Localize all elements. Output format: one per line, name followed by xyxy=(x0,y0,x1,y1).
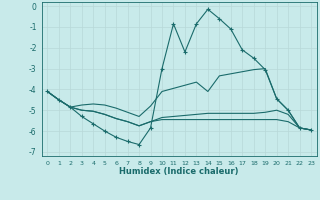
X-axis label: Humidex (Indice chaleur): Humidex (Indice chaleur) xyxy=(119,167,239,176)
